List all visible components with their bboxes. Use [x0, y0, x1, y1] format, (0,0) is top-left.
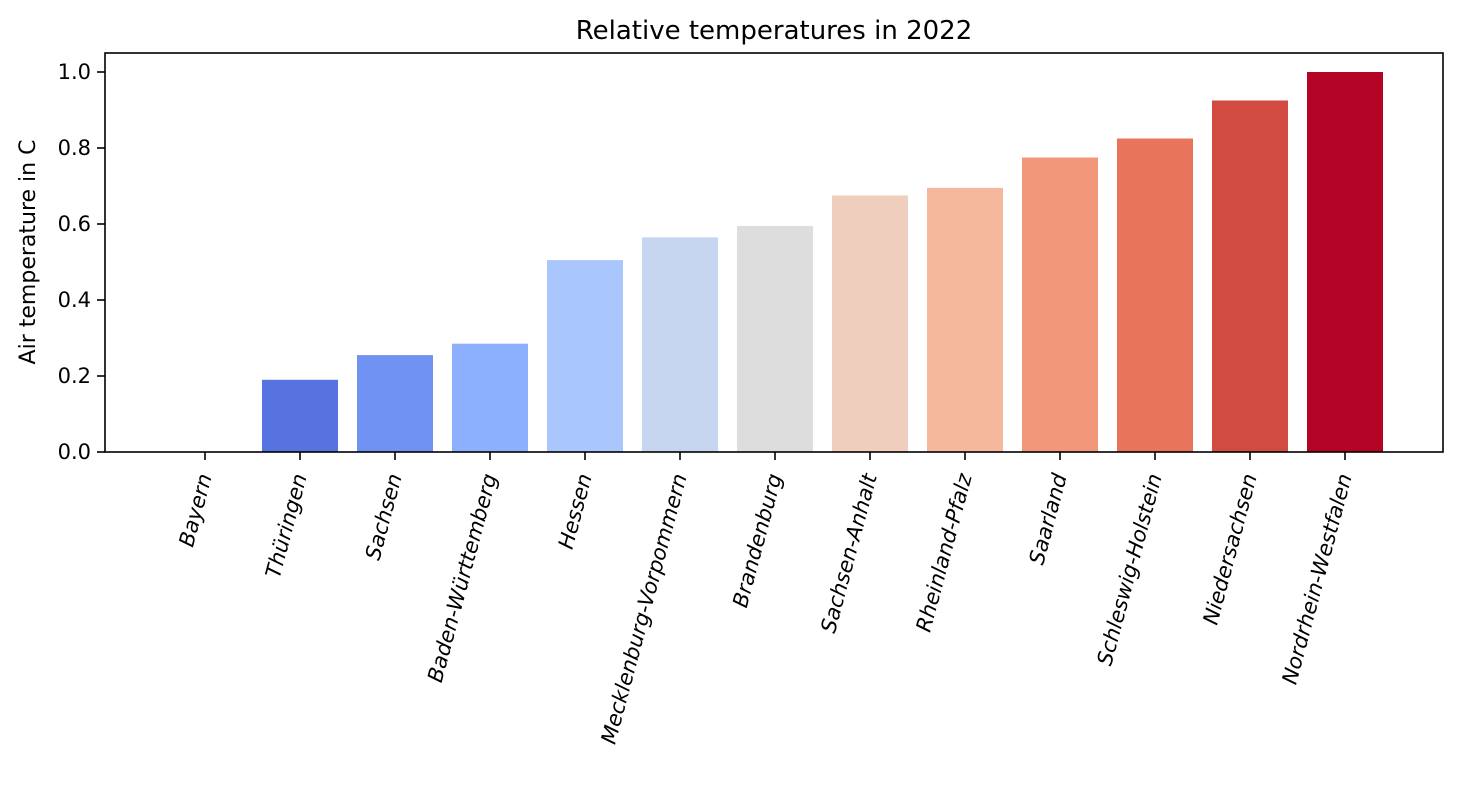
bar-hessen [547, 260, 623, 452]
x-tick-label: Niedersachsen [1198, 471, 1261, 627]
chart-title: Relative temperatures in 2022 [576, 16, 973, 46]
x-tick-label: Rheinland-Pfalz [912, 470, 978, 634]
bar-saarland [1022, 157, 1098, 452]
bar-nordrhein-westfalen [1307, 72, 1383, 452]
x-tick-label: Mecklenburg-Vorpommern [597, 471, 692, 746]
y-tick-label: 0.6 [58, 212, 91, 236]
bar-niedersachsen [1212, 100, 1288, 452]
y-tick-label: 0.4 [58, 288, 91, 312]
y-axis-label: Air temperature in C [16, 140, 41, 365]
x-tick-label: Saarland [1025, 470, 1072, 567]
bar-sachsen [357, 355, 433, 452]
y-axis-ticks: 0.0 0.2 0.4 0.6 0.8 1.0 [58, 60, 105, 464]
x-tick-label: Baden-Württemberg [423, 471, 502, 685]
y-tick-label: 0.2 [58, 364, 91, 388]
y-tick-label: 0.0 [58, 440, 91, 464]
bar-rheinland-pfalz [927, 187, 1003, 452]
x-tick-label: Schleswig-Holstein [1093, 471, 1167, 668]
plot-frame [104, 52, 1444, 453]
x-axis-ticks: Bayern Thüringen Sachsen Baden-Württemberg H… [174, 452, 1357, 747]
x-tick-label: Sachsen-Anhalt [816, 470, 882, 635]
bar-brandenburg [737, 225, 813, 452]
y-tick-label: 0.8 [58, 136, 91, 160]
x-tick-label: Bayern [174, 471, 216, 549]
x-tick-label: Sachsen [361, 471, 407, 562]
bar-mecklenburg-vorpommern [642, 237, 718, 452]
bar-schleswig-holstein [1117, 138, 1193, 452]
bar-sachsen-anhalt [832, 195, 908, 452]
y-tick-label: 1.0 [58, 60, 91, 84]
x-tick-label: Thüringen [261, 471, 312, 580]
x-tick-label: Hessen [554, 471, 597, 551]
bar-th-ringen [262, 379, 338, 452]
bars-layer [262, 72, 1383, 452]
x-tick-label: Nordrhein-Westfalen [1278, 471, 1357, 687]
x-tick-label: Brandenburg [728, 471, 787, 610]
bar-baden-w-rttemberg [452, 343, 528, 452]
